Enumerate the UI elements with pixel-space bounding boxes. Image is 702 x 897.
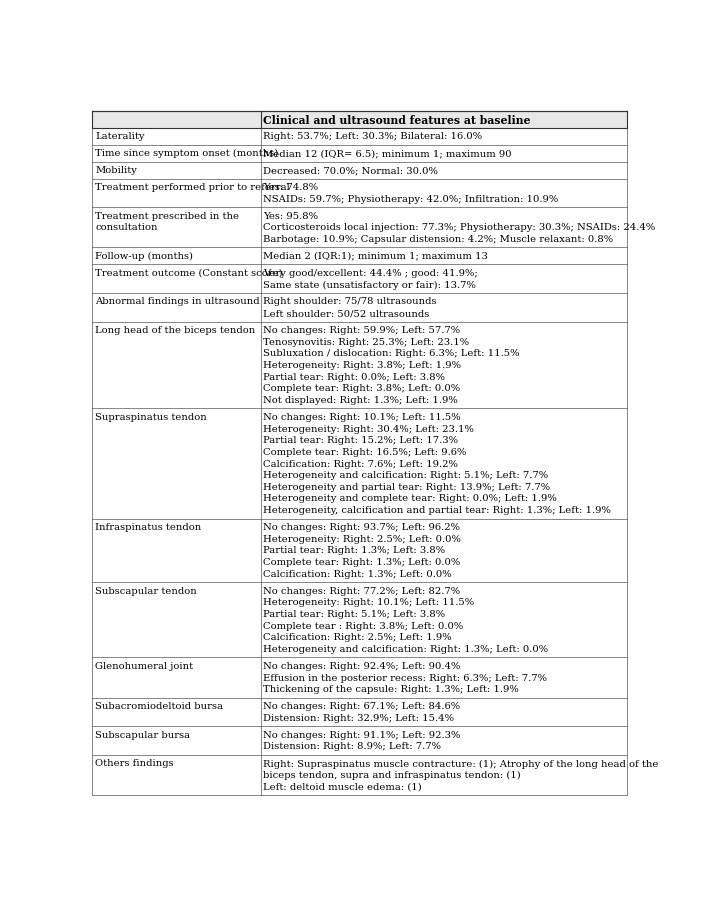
Text: Heterogeneity, calcification and partial tear: Right: 1.3%; Left: 1.9%: Heterogeneity, calcification and partial… xyxy=(263,506,611,515)
Text: No changes: Right: 59.9%; Left: 57.7%: No changes: Right: 59.9%; Left: 57.7% xyxy=(263,326,461,335)
Text: Complete tear: Right: 16.5%; Left: 9.6%: Complete tear: Right: 16.5%; Left: 9.6% xyxy=(263,448,467,457)
Text: Median 2 (IQR:1); minimum 1; maximum 13: Median 2 (IQR:1); minimum 1; maximum 13 xyxy=(263,252,488,261)
Text: Subscapular tendon: Subscapular tendon xyxy=(95,587,197,596)
Bar xyxy=(93,207,627,248)
Text: Calcification: Right: 2.5%; Left: 1.9%: Calcification: Right: 2.5%; Left: 1.9% xyxy=(263,633,452,642)
Text: Heterogeneity: Right: 30.4%; Left: 23.1%: Heterogeneity: Right: 30.4%; Left: 23.1% xyxy=(263,424,474,433)
Text: Supraspinatus tendon: Supraspinatus tendon xyxy=(95,413,207,422)
Bar xyxy=(93,698,627,727)
Bar xyxy=(93,144,627,161)
Bar xyxy=(93,293,627,322)
Text: No changes: Right: 67.1%; Left: 84.6%: No changes: Right: 67.1%; Left: 84.6% xyxy=(263,702,461,711)
Text: Heterogeneity and calcification: Right: 1.3%; Left: 0.0%: Heterogeneity and calcification: Right: … xyxy=(263,645,548,654)
Text: Right: 53.7%; Left: 30.3%; Bilateral: 16.0%: Right: 53.7%; Left: 30.3%; Bilateral: 16… xyxy=(263,132,482,141)
Text: Barbotage: 10.9%; Capsular distension: 4.2%; Muscle relaxant: 0.8%: Barbotage: 10.9%; Capsular distension: 4… xyxy=(263,235,614,244)
Bar xyxy=(93,518,627,582)
Text: Tenosynovitis: Right: 25.3%; Left: 23.1%: Tenosynovitis: Right: 25.3%; Left: 23.1% xyxy=(263,337,470,346)
Text: No changes: Right: 77.2%; Left: 82.7%: No changes: Right: 77.2%; Left: 82.7% xyxy=(263,587,461,596)
Text: Right shoulder: 75/78 ultrasounds: Right shoulder: 75/78 ultrasounds xyxy=(263,298,437,307)
Text: NSAIDs: 59.7%; Physiotherapy: 42.0%; Infiltration: 10.9%: NSAIDs: 59.7%; Physiotherapy: 42.0%; Inf… xyxy=(263,195,559,204)
Text: Laterality: Laterality xyxy=(95,132,145,141)
Text: Heterogeneity: Right: 2.5%; Left: 0.0%: Heterogeneity: Right: 2.5%; Left: 0.0% xyxy=(263,535,461,544)
Text: Corticosteroids local injection: 77.3%; Physiotherapy: 30.3%; NSAIDs: 24.4%: Corticosteroids local injection: 77.3%; … xyxy=(263,223,656,232)
Text: Treatment prescribed in the: Treatment prescribed in the xyxy=(95,212,239,221)
Bar xyxy=(93,161,627,179)
Text: consultation: consultation xyxy=(95,223,158,232)
Text: Calcification: Right: 1.3%; Left: 0.0%: Calcification: Right: 1.3%; Left: 0.0% xyxy=(263,570,452,579)
Text: Complete tear: Right: 1.3%; Left: 0.0%: Complete tear: Right: 1.3%; Left: 0.0% xyxy=(263,558,461,567)
Text: Left shoulder: 50/52 ultrasounds: Left shoulder: 50/52 ultrasounds xyxy=(263,309,430,318)
Bar xyxy=(93,127,627,144)
Text: Left: deltoid muscle edema: (1): Left: deltoid muscle edema: (1) xyxy=(263,783,422,792)
Text: Heterogeneity and calcification: Right: 5.1%; Left: 7.7%: Heterogeneity and calcification: Right: … xyxy=(263,471,548,480)
Text: Thickening of the capsule: Right: 1.3%; Left: 1.9%: Thickening of the capsule: Right: 1.3%; … xyxy=(263,685,519,694)
Text: Subacromiodeltoid bursa: Subacromiodeltoid bursa xyxy=(95,702,223,711)
Text: Clinical and ultrasound features at baseline: Clinical and ultrasound features at base… xyxy=(263,115,531,126)
Text: Calcification: Right: 7.6%; Left: 19.2%: Calcification: Right: 7.6%; Left: 19.2% xyxy=(263,459,458,468)
Bar xyxy=(93,727,627,755)
Text: Distension: Right: 32.9%; Left: 15.4%: Distension: Right: 32.9%; Left: 15.4% xyxy=(263,714,454,723)
Text: Right: Supraspinatus muscle contracture: (1); Atrophy of the long head of the: Right: Supraspinatus muscle contracture:… xyxy=(263,760,658,769)
Bar xyxy=(93,408,627,518)
Bar xyxy=(93,658,627,698)
Text: Decreased: 70.0%; Normal: 30.0%: Decreased: 70.0%; Normal: 30.0% xyxy=(263,166,438,175)
Text: Partial tear: Right: 1.3%; Left: 3.8%: Partial tear: Right: 1.3%; Left: 3.8% xyxy=(263,546,445,555)
Bar xyxy=(93,110,627,127)
Text: No changes: Right: 93.7%; Left: 96.2%: No changes: Right: 93.7%; Left: 96.2% xyxy=(263,523,461,532)
Text: Long head of the biceps tendon: Long head of the biceps tendon xyxy=(95,326,256,335)
Text: Mobility: Mobility xyxy=(95,166,137,175)
Text: Heterogeneity and partial tear: Right: 13.9%; Left: 7.7%: Heterogeneity and partial tear: Right: 1… xyxy=(263,483,550,492)
Text: Time since symptom onset (months): Time since symptom onset (months) xyxy=(95,149,279,158)
Text: Not displayed: Right: 1.3%; Left: 1.9%: Not displayed: Right: 1.3%; Left: 1.9% xyxy=(263,396,458,405)
Text: No changes: Right: 10.1%; Left: 11.5%: No changes: Right: 10.1%; Left: 11.5% xyxy=(263,413,461,422)
Text: biceps tendon, supra and infraspinatus tendon: (1): biceps tendon, supra and infraspinatus t… xyxy=(263,771,521,780)
Text: Yes: 95.8%: Yes: 95.8% xyxy=(263,212,318,221)
Text: Follow-up (months): Follow-up (months) xyxy=(95,252,193,261)
Text: Partial tear: Right: 15.2%; Left: 17.3%: Partial tear: Right: 15.2%; Left: 17.3% xyxy=(263,436,458,445)
Text: No changes: Right: 92.4%; Left: 90.4%: No changes: Right: 92.4%; Left: 90.4% xyxy=(263,662,461,671)
Text: Abnormal findings in ultrasound: Abnormal findings in ultrasound xyxy=(95,298,260,307)
Bar xyxy=(93,265,627,293)
Bar xyxy=(93,582,627,658)
Text: Partial tear: Right: 0.0%; Left: 3.8%: Partial tear: Right: 0.0%; Left: 3.8% xyxy=(263,372,445,381)
Text: Treatment outcome (Constant score): Treatment outcome (Constant score) xyxy=(95,269,283,278)
Text: Infraspinatus tendon: Infraspinatus tendon xyxy=(95,523,201,532)
Text: Subluxation / dislocation: Right: 6.3%; Left: 11.5%: Subluxation / dislocation: Right: 6.3%; … xyxy=(263,349,519,358)
Text: Partial tear: Right: 5.1%; Left: 3.8%: Partial tear: Right: 5.1%; Left: 3.8% xyxy=(263,610,445,619)
Text: Heterogeneity: Right: 3.8%; Left: 1.9%: Heterogeneity: Right: 3.8%; Left: 1.9% xyxy=(263,361,461,370)
Text: Heterogeneity and complete tear: Right: 0.0%; Left: 1.9%: Heterogeneity and complete tear: Right: … xyxy=(263,494,557,503)
Text: Complete tear: Right: 3.8%; Left: 0.0%: Complete tear: Right: 3.8%; Left: 0.0% xyxy=(263,384,461,393)
Text: Others findings: Others findings xyxy=(95,760,173,769)
Text: Heterogeneity: Right: 10.1%; Left: 11.5%: Heterogeneity: Right: 10.1%; Left: 11.5% xyxy=(263,598,475,607)
Text: Subscapular bursa: Subscapular bursa xyxy=(95,731,190,740)
Bar xyxy=(93,248,627,265)
Text: Effusion in the posterior recess: Right: 6.3%; Left: 7.7%: Effusion in the posterior recess: Right:… xyxy=(263,674,548,683)
Text: Median 12 (IQR= 6.5); minimum 1; maximum 90: Median 12 (IQR= 6.5); minimum 1; maximum… xyxy=(263,149,512,158)
Text: Distension: Right: 8.9%; Left: 7.7%: Distension: Right: 8.9%; Left: 7.7% xyxy=(263,743,442,752)
Bar xyxy=(93,322,627,408)
Bar xyxy=(93,179,627,207)
Bar xyxy=(93,755,627,796)
Text: Very good/excellent: 44.4% ; good: 41.9%;: Very good/excellent: 44.4% ; good: 41.9%… xyxy=(263,269,478,278)
Text: Yes: 74.8%: Yes: 74.8% xyxy=(263,183,319,192)
Text: Glenohumeral joint: Glenohumeral joint xyxy=(95,662,193,671)
Text: Same state (unsatisfactory or fair): 13.7%: Same state (unsatisfactory or fair): 13.… xyxy=(263,281,476,290)
Text: No changes: Right: 91.1%; Left: 92.3%: No changes: Right: 91.1%; Left: 92.3% xyxy=(263,731,461,740)
Text: Treatment performed prior to referral: Treatment performed prior to referral xyxy=(95,183,290,192)
Text: Complete tear : Right: 3.8%; Left: 0.0%: Complete tear : Right: 3.8%; Left: 0.0% xyxy=(263,622,463,631)
